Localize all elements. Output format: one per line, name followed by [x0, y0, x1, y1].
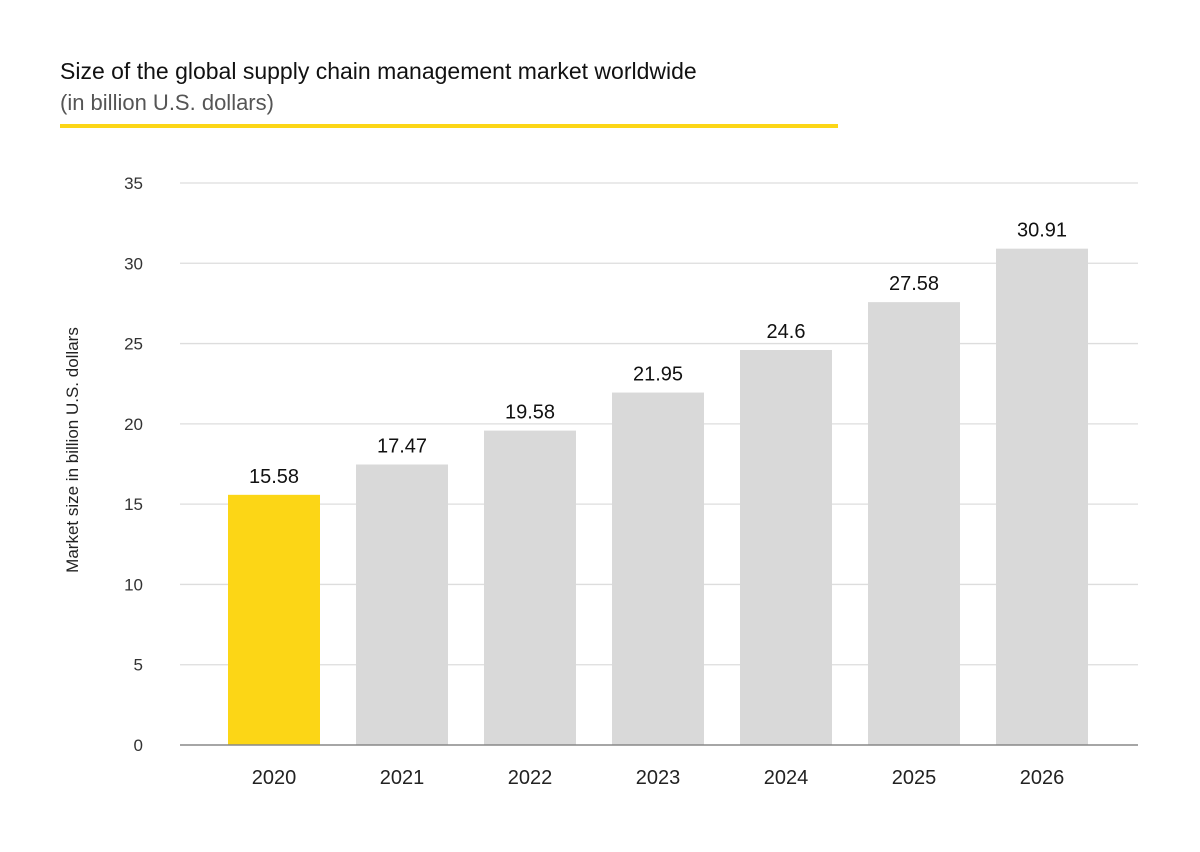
x-tick-label: 2026 [1020, 767, 1065, 789]
bar-2023 [612, 392, 704, 745]
x-tick-label: 2021 [380, 767, 425, 789]
bar-2025 [868, 302, 960, 745]
bar-2024 [740, 349, 832, 745]
title-underline [60, 124, 838, 128]
data-label: 15.58 [249, 466, 299, 488]
data-label: 21.95 [633, 364, 683, 386]
y-tick-label: 25 [124, 335, 143, 354]
chart-subtitle: (in billion U.S. dollars) [60, 90, 274, 115]
y-tick-label: 20 [124, 415, 143, 434]
y-tick-label: 10 [124, 575, 143, 594]
y-tick-label: 35 [124, 174, 143, 193]
bar-2020 [228, 494, 320, 745]
data-label: 19.58 [505, 402, 555, 424]
data-label: 30.91 [1017, 220, 1067, 242]
bar-2021 [356, 464, 448, 745]
bar-2022 [484, 430, 576, 745]
y-tick-label: 15 [124, 495, 143, 514]
x-tick-label: 2020 [252, 767, 297, 789]
y-axis-label: Market size in billion U.S. dollars [63, 327, 82, 573]
y-tick-label: 0 [134, 736, 143, 755]
x-tick-label: 2024 [764, 767, 809, 789]
x-tick-label: 2023 [636, 767, 681, 789]
data-label: 24.6 [767, 321, 806, 343]
data-label: 17.47 [377, 435, 427, 457]
y-tick-label: 30 [124, 254, 143, 273]
x-tick-label: 2025 [892, 767, 937, 789]
chart-title: Size of the global supply chain manageme… [60, 58, 697, 84]
y-tick-label: 5 [134, 656, 143, 675]
bar-2026 [996, 248, 1088, 746]
x-tick-label: 2022 [508, 767, 553, 789]
data-label: 27.58 [889, 273, 939, 295]
